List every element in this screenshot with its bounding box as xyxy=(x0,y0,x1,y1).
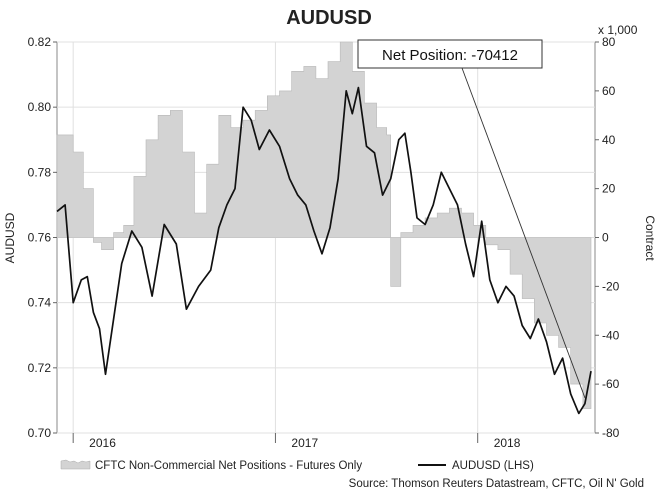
right-tick-label: 80 xyxy=(602,35,616,49)
x-tick-label: 2016 xyxy=(89,436,116,450)
left-tick-label: 0.82 xyxy=(28,35,52,49)
left-axis-label: AUDUSD xyxy=(3,212,17,263)
left-tick-label: 0.78 xyxy=(28,165,52,179)
callout-box xyxy=(357,39,543,69)
right-tick-label: -80 xyxy=(602,426,620,440)
right-tick-label: -20 xyxy=(602,279,620,293)
x-axis-ticks: 2016 2017 2018 xyxy=(72,433,521,450)
audusd-line xyxy=(56,86,592,415)
left-tick-label: 0.74 xyxy=(28,296,52,310)
right-tick-label: 0 xyxy=(602,231,609,245)
right-tick-label: 40 xyxy=(602,133,616,147)
right-axis-multiplier: x 1,000 xyxy=(598,23,638,37)
x-tick-label: 2017 xyxy=(291,436,318,450)
right-tick-label: -60 xyxy=(602,377,620,391)
callout-text: Net Position: -70412 xyxy=(382,47,518,64)
left-tick-label: 0.80 xyxy=(28,100,52,114)
chart-title: AUDUSD xyxy=(286,7,372,29)
source-note: Source: Thomson Reuters Datastream, CFTC… xyxy=(349,478,644,490)
left-tick-label: 0.72 xyxy=(28,361,52,375)
net-positions-area xyxy=(56,41,592,409)
right-axis-ticks: 80 60 40 20 0 -20 -40 -60 -80 xyxy=(595,35,620,440)
right-tick-label: 20 xyxy=(602,182,616,196)
x-tick-label: 2018 xyxy=(494,436,521,450)
left-axis-ticks: 0.82 0.80 0.78 0.76 0.74 0.72 0.70 xyxy=(28,35,57,440)
net-positions-area-layer xyxy=(56,41,592,409)
legend-line-label: AUDUSD (LHS) xyxy=(452,460,534,472)
left-tick-label: 0.76 xyxy=(28,231,52,245)
legend-area-swatch xyxy=(60,459,91,470)
audusd-line-layer xyxy=(56,86,592,415)
legend-area-label: CFTC Non-Commercial Net Positions - Futu… xyxy=(95,460,362,472)
right-tick-label: -40 xyxy=(602,328,620,342)
right-tick-label: 60 xyxy=(602,84,616,98)
callout-leader-line xyxy=(461,67,586,399)
right-axis-label: Contract xyxy=(643,215,657,261)
legend: CFTC Non-Commercial Net Positions - Futu… xyxy=(60,459,534,472)
left-tick-label: 0.70 xyxy=(28,426,52,440)
